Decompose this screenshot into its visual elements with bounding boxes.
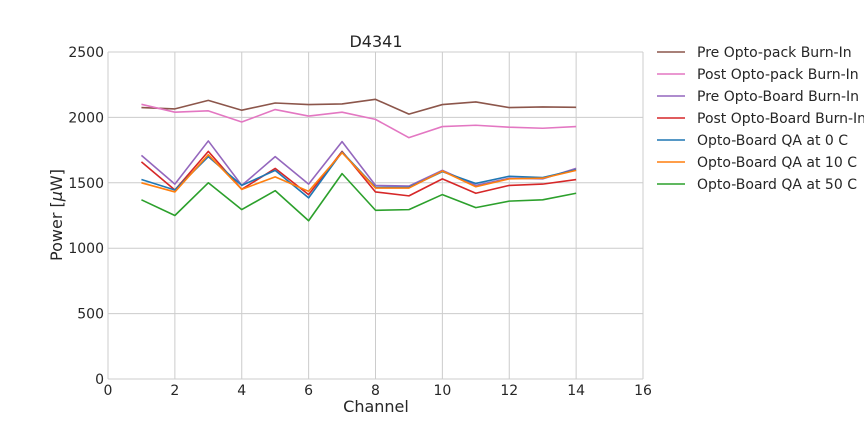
y-axis-label-suffix: W] <box>47 169 66 191</box>
legend-label: Pre Opto-Board Burn-In <box>697 89 859 105</box>
x-tick-label: 4 <box>237 383 246 399</box>
series-line-7 <box>141 172 577 222</box>
x-tick-label: 16 <box>634 383 652 399</box>
series-layer <box>140 98 577 222</box>
x-tick-label: 14 <box>567 383 585 399</box>
x-tick-label: 10 <box>433 383 451 399</box>
y-axis-label-prefix: Power [ <box>47 201 66 261</box>
legend-label: Opto-Board QA at 50 C <box>697 177 857 193</box>
legend-label: Post Opto-pack Burn-In <box>697 67 859 83</box>
x-tick-label: 8 <box>371 383 380 399</box>
series-line-1 <box>141 98 577 115</box>
chart-title: D4341 <box>349 32 402 51</box>
legend-label: Opto-Board QA at 0 C <box>697 133 848 149</box>
legend-label: Pre Opto-pack Burn-In <box>697 45 852 61</box>
tick-layer: 0 2 4 6 8 10 12 14 16 0 500 1000 1500 2000 2500 <box>68 45 652 399</box>
y-tick-label: 1000 <box>68 241 104 257</box>
x-tick-label: 0 <box>104 383 113 399</box>
y-tick-label: 2500 <box>68 45 104 61</box>
x-axis-label: Channel <box>343 397 409 416</box>
y-tick-label: 1500 <box>68 176 104 192</box>
y-tick-label: 0 <box>95 372 104 388</box>
legend: Pre Opto-pack Burn-In Post Opto-pack Burn… <box>657 45 864 193</box>
y-tick-label: 2000 <box>68 110 104 126</box>
x-tick-label: 12 <box>500 383 518 399</box>
x-tick-label: 2 <box>170 383 179 399</box>
grid-layer <box>107 51 644 380</box>
series-line-6 <box>141 151 577 193</box>
legend-label: Opto-Board QA at 10 C <box>697 155 857 171</box>
y-axis-label-mu: μ <box>47 191 66 202</box>
series-line-4 <box>140 150 577 197</box>
y-tick-label: 500 <box>77 307 104 323</box>
x-tick-label: 6 <box>304 383 313 399</box>
legend-label: Post Opto-Board Burn-In <box>697 111 864 127</box>
series-line-2 <box>141 103 577 139</box>
y-axis-label: Power [μW] <box>47 169 66 261</box>
